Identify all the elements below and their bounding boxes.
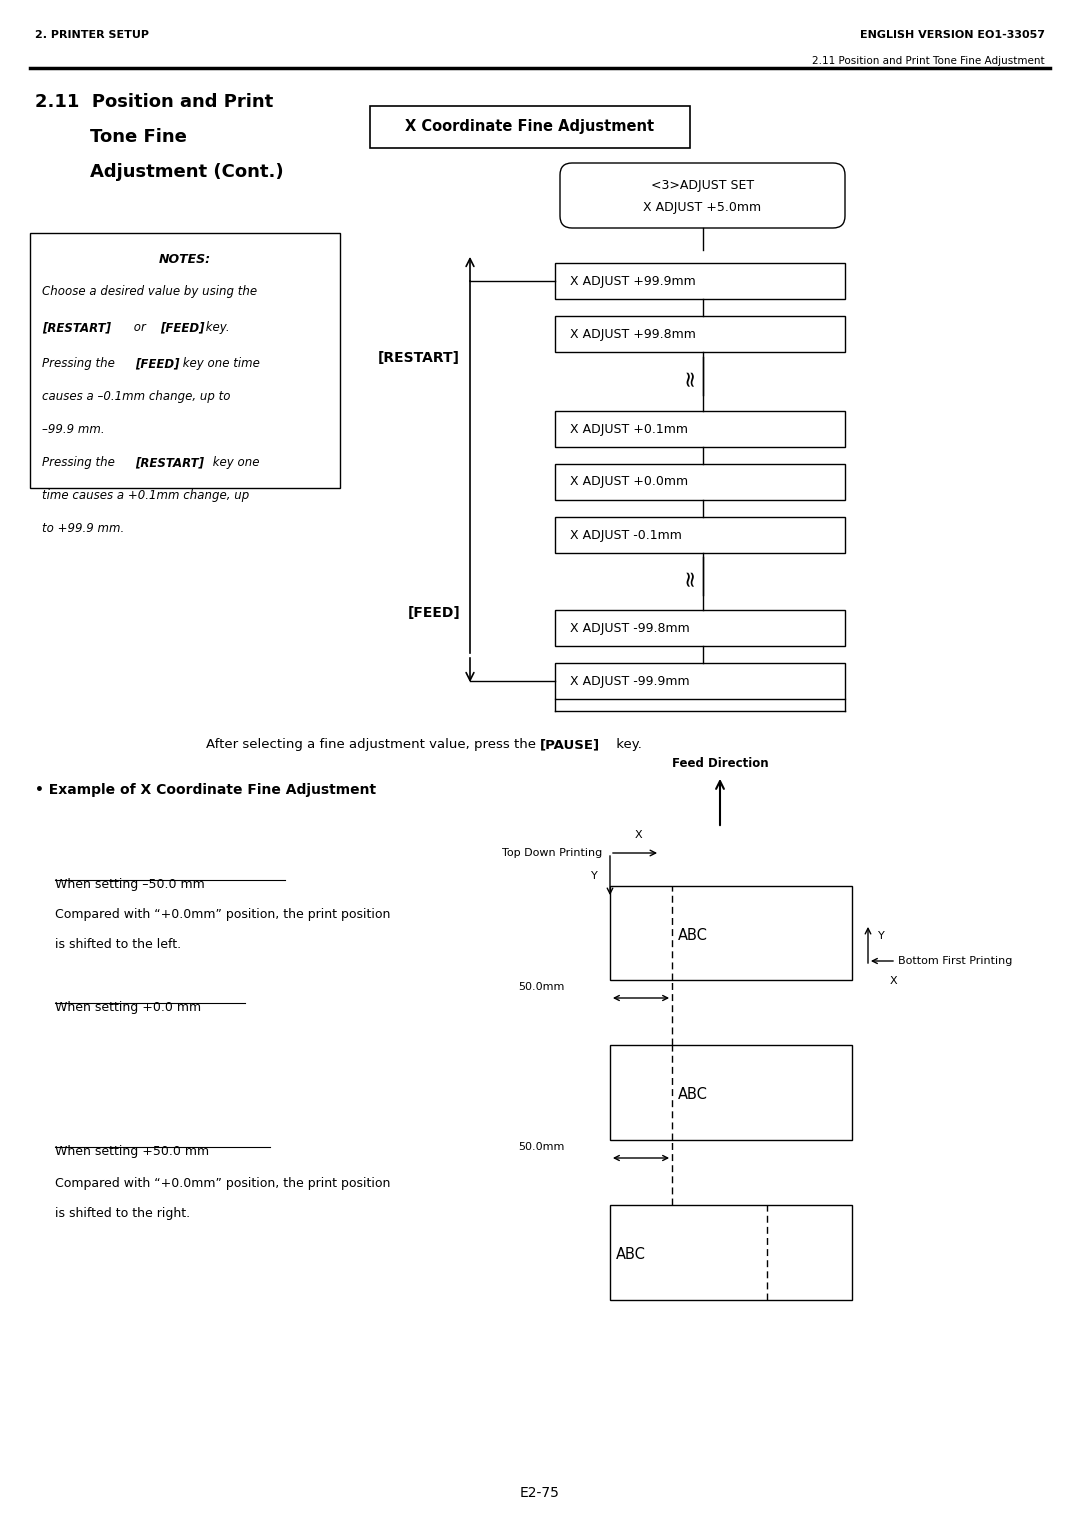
- Text: ≈: ≈: [680, 567, 700, 585]
- Bar: [30, 232, 340, 487]
- Text: key.: key.: [202, 321, 230, 335]
- Text: Pressing the: Pressing the: [42, 455, 119, 469]
- Text: causes a –0.1mm change, up to: causes a –0.1mm change, up to: [42, 390, 230, 403]
- Text: X ADJUST +0.1mm: X ADJUST +0.1mm: [570, 423, 688, 435]
- Text: 2.11 Position and Print Tone Fine Adjustment: 2.11 Position and Print Tone Fine Adjust…: [812, 57, 1045, 66]
- Bar: [610, 886, 852, 979]
- Text: [FEED]: [FEED]: [135, 358, 179, 370]
- Text: [FEED]: [FEED]: [407, 607, 460, 620]
- Bar: [555, 516, 845, 553]
- Text: or: or: [130, 321, 150, 335]
- Text: is shifted to the left.: is shifted to the left.: [55, 938, 181, 950]
- Text: <3>ADJUST SET: <3>ADJUST SET: [651, 179, 754, 193]
- Text: X ADJUST +5.0mm: X ADJUST +5.0mm: [644, 202, 761, 214]
- Text: key one time: key one time: [179, 358, 260, 370]
- Text: Compared with “+0.0mm” position, the print position: Compared with “+0.0mm” position, the pri…: [55, 908, 390, 921]
- Text: X ADJUST -99.8mm: X ADJUST -99.8mm: [570, 622, 690, 634]
- Text: Compared with “+0.0mm” position, the print position: Compared with “+0.0mm” position, the pri…: [55, 1177, 390, 1190]
- Bar: [610, 1045, 852, 1140]
- Text: Bottom First Printing: Bottom First Printing: [897, 957, 1012, 966]
- Text: Y: Y: [591, 871, 598, 882]
- Text: X ADJUST -0.1mm: X ADJUST -0.1mm: [570, 529, 681, 541]
- Text: X ADJUST +99.9mm: X ADJUST +99.9mm: [570, 275, 696, 287]
- Text: is shifted to the right.: is shifted to the right.: [55, 1207, 190, 1219]
- Text: X ADJUST -99.9mm: X ADJUST -99.9mm: [570, 674, 690, 688]
- Text: ABC: ABC: [678, 927, 707, 943]
- Text: Top Down Printing: Top Down Printing: [502, 848, 602, 859]
- Text: 2.11  Position and Print: 2.11 Position and Print: [35, 93, 273, 112]
- Bar: [555, 465, 845, 500]
- Bar: [610, 1206, 852, 1300]
- Text: 50.0mm: 50.0mm: [518, 983, 565, 992]
- Bar: [555, 610, 845, 646]
- Text: [RESTART]: [RESTART]: [135, 455, 204, 469]
- Text: When setting +0.0 mm: When setting +0.0 mm: [55, 1001, 201, 1013]
- FancyBboxPatch shape: [561, 163, 845, 228]
- Text: Feed Direction: Feed Direction: [672, 756, 768, 770]
- Bar: [555, 263, 845, 299]
- Bar: [555, 411, 845, 448]
- Text: ENGLISH VERSION EO1-33057: ENGLISH VERSION EO1-33057: [860, 31, 1045, 40]
- Text: X: X: [890, 976, 897, 986]
- Text: [FEED]: [FEED]: [160, 321, 204, 335]
- Text: Choose a desired value by using the: Choose a desired value by using the: [42, 286, 257, 298]
- Text: ABC: ABC: [678, 1086, 707, 1102]
- Text: ≈: ≈: [680, 367, 700, 385]
- Text: time causes a +0.1mm change, up: time causes a +0.1mm change, up: [42, 489, 249, 503]
- Bar: [555, 316, 845, 351]
- Text: [RESTART]: [RESTART]: [378, 351, 460, 365]
- Text: When setting +50.0 mm: When setting +50.0 mm: [55, 1144, 210, 1158]
- Text: [PAUSE]: [PAUSE]: [540, 738, 600, 750]
- Text: X ADJUST +99.8mm: X ADJUST +99.8mm: [570, 327, 696, 341]
- Text: key.: key.: [612, 738, 642, 750]
- Text: 2. PRINTER SETUP: 2. PRINTER SETUP: [35, 31, 149, 40]
- Text: X ADJUST +0.0mm: X ADJUST +0.0mm: [570, 475, 688, 489]
- Text: E2-75: E2-75: [521, 1487, 559, 1500]
- Text: Pressing the: Pressing the: [42, 358, 119, 370]
- Text: X: X: [634, 830, 642, 840]
- Bar: [370, 105, 690, 148]
- Bar: [555, 663, 845, 698]
- Text: Adjustment (Cont.): Adjustment (Cont.): [90, 163, 284, 180]
- Text: X Coordinate Fine Adjustment: X Coordinate Fine Adjustment: [405, 119, 654, 134]
- Text: 50.0mm: 50.0mm: [518, 1141, 565, 1152]
- Text: Y: Y: [878, 931, 885, 941]
- Text: When setting –50.0 mm: When setting –50.0 mm: [55, 879, 205, 891]
- Text: After selecting a fine adjustment value, press the: After selecting a fine adjustment value,…: [206, 738, 540, 750]
- Text: –99.9 mm.: –99.9 mm.: [42, 423, 105, 435]
- Text: to +99.9 mm.: to +99.9 mm.: [42, 523, 124, 535]
- Text: NOTES:: NOTES:: [159, 254, 211, 266]
- Text: key one: key one: [210, 455, 259, 469]
- Text: Tone Fine: Tone Fine: [90, 128, 187, 147]
- Text: ABC: ABC: [616, 1247, 646, 1262]
- Text: • Example of X Coordinate Fine Adjustment: • Example of X Coordinate Fine Adjustmen…: [35, 782, 376, 798]
- Text: [RESTART]: [RESTART]: [42, 321, 111, 335]
